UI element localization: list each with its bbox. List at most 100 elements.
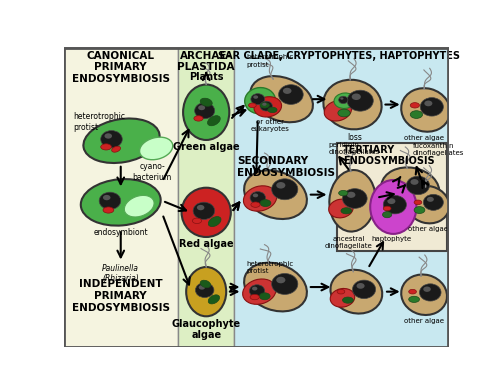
Ellipse shape bbox=[370, 180, 416, 234]
Ellipse shape bbox=[424, 194, 444, 210]
Ellipse shape bbox=[427, 197, 434, 202]
Ellipse shape bbox=[182, 188, 231, 237]
Ellipse shape bbox=[410, 179, 418, 185]
Text: other algae: other algae bbox=[408, 226, 448, 232]
Ellipse shape bbox=[341, 208, 351, 214]
Ellipse shape bbox=[414, 200, 422, 205]
Text: or other
eukaryotes: or other eukaryotes bbox=[250, 119, 290, 132]
Ellipse shape bbox=[340, 98, 344, 100]
Ellipse shape bbox=[84, 119, 160, 163]
Text: Glaucophyte
algae: Glaucophyte algae bbox=[172, 319, 241, 340]
Ellipse shape bbox=[260, 293, 270, 300]
Text: haptophyte: haptophyte bbox=[371, 236, 411, 242]
Text: Red algae: Red algae bbox=[179, 239, 234, 249]
Ellipse shape bbox=[334, 93, 355, 108]
Ellipse shape bbox=[408, 296, 420, 302]
Ellipse shape bbox=[197, 205, 204, 210]
Ellipse shape bbox=[103, 207, 114, 213]
Ellipse shape bbox=[342, 297, 353, 303]
Text: Plants: Plants bbox=[189, 72, 224, 82]
Bar bbox=[337, 143, 447, 251]
Ellipse shape bbox=[244, 263, 307, 311]
Ellipse shape bbox=[342, 189, 367, 208]
Ellipse shape bbox=[254, 97, 281, 117]
Ellipse shape bbox=[388, 198, 396, 204]
Ellipse shape bbox=[410, 103, 420, 108]
Text: ancestral
dinoflagellate: ancestral dinoflagellate bbox=[325, 236, 372, 249]
Ellipse shape bbox=[183, 85, 230, 140]
Ellipse shape bbox=[186, 267, 226, 316]
Ellipse shape bbox=[251, 202, 260, 207]
Ellipse shape bbox=[250, 294, 260, 300]
Ellipse shape bbox=[250, 76, 313, 122]
Text: heterotrophic
protist: heterotrophic protist bbox=[246, 261, 294, 274]
Text: heterotrophic
protist: heterotrophic protist bbox=[73, 112, 125, 132]
Ellipse shape bbox=[244, 170, 307, 219]
Text: endosymbiont: endosymbiont bbox=[94, 228, 148, 237]
Ellipse shape bbox=[330, 270, 382, 314]
Ellipse shape bbox=[100, 144, 112, 150]
Ellipse shape bbox=[244, 186, 277, 211]
Ellipse shape bbox=[424, 101, 432, 106]
Ellipse shape bbox=[324, 100, 351, 121]
Bar bbox=[234, 47, 449, 347]
Text: TERTIARY
ENDOSYMBIOSIS: TERTIARY ENDOSYMBIOSIS bbox=[344, 145, 435, 166]
Ellipse shape bbox=[330, 170, 376, 232]
Text: Paulinella
(Rhizaria): Paulinella (Rhizaria) bbox=[102, 264, 139, 284]
Ellipse shape bbox=[250, 191, 266, 204]
Ellipse shape bbox=[278, 85, 303, 105]
Ellipse shape bbox=[408, 289, 416, 294]
Ellipse shape bbox=[254, 95, 258, 99]
Ellipse shape bbox=[338, 96, 348, 104]
Ellipse shape bbox=[103, 195, 110, 200]
Ellipse shape bbox=[262, 103, 266, 106]
Ellipse shape bbox=[260, 103, 270, 108]
Bar bbox=[178, 47, 234, 347]
Ellipse shape bbox=[193, 202, 214, 220]
Text: SECONDARY
ENDOSYMBIOSIS: SECONDARY ENDOSYMBIOSIS bbox=[237, 156, 335, 178]
Ellipse shape bbox=[250, 285, 264, 297]
Ellipse shape bbox=[384, 206, 391, 211]
Ellipse shape bbox=[260, 200, 271, 207]
Ellipse shape bbox=[276, 182, 285, 189]
Ellipse shape bbox=[414, 207, 425, 213]
Ellipse shape bbox=[200, 280, 210, 288]
Ellipse shape bbox=[242, 279, 276, 304]
Ellipse shape bbox=[198, 285, 205, 290]
Ellipse shape bbox=[330, 289, 354, 307]
Ellipse shape bbox=[192, 218, 202, 223]
Ellipse shape bbox=[424, 287, 431, 292]
Ellipse shape bbox=[328, 199, 353, 218]
Ellipse shape bbox=[272, 179, 298, 200]
Text: SAR CLADE, CRYPTOPHYTES, HAPTOPHYTES: SAR CLADE, CRYPTOPHYTES, HAPTOPHYTES bbox=[218, 51, 460, 61]
Ellipse shape bbox=[81, 179, 160, 226]
Ellipse shape bbox=[283, 88, 292, 94]
Ellipse shape bbox=[253, 193, 258, 197]
Ellipse shape bbox=[244, 88, 276, 114]
Ellipse shape bbox=[248, 103, 256, 108]
Text: cyano-
bacterium: cyano- bacterium bbox=[132, 162, 172, 182]
Bar bbox=[64, 47, 178, 347]
Ellipse shape bbox=[251, 94, 264, 105]
Ellipse shape bbox=[112, 146, 120, 152]
Ellipse shape bbox=[272, 273, 298, 294]
Text: INDEPENDENT
PRIMARY
ENDOSYMBIOSIS: INDEPENDENT PRIMARY ENDOSYMBIOSIS bbox=[72, 279, 170, 312]
Ellipse shape bbox=[420, 98, 444, 116]
Text: ARCHAE-
PLASTIDA: ARCHAE- PLASTIDA bbox=[178, 51, 235, 72]
Ellipse shape bbox=[200, 98, 212, 106]
Ellipse shape bbox=[352, 280, 376, 299]
Ellipse shape bbox=[406, 186, 450, 223]
Ellipse shape bbox=[208, 216, 221, 227]
Ellipse shape bbox=[198, 105, 205, 110]
Ellipse shape bbox=[260, 101, 272, 111]
Ellipse shape bbox=[194, 103, 214, 119]
Text: heterotrophic
protist: heterotrophic protist bbox=[246, 55, 294, 67]
Ellipse shape bbox=[208, 116, 220, 126]
Ellipse shape bbox=[208, 295, 220, 304]
Ellipse shape bbox=[382, 212, 392, 218]
Ellipse shape bbox=[337, 289, 345, 294]
Ellipse shape bbox=[196, 283, 214, 298]
Ellipse shape bbox=[140, 137, 172, 160]
Ellipse shape bbox=[338, 109, 350, 117]
Text: other algae: other algae bbox=[404, 135, 444, 141]
